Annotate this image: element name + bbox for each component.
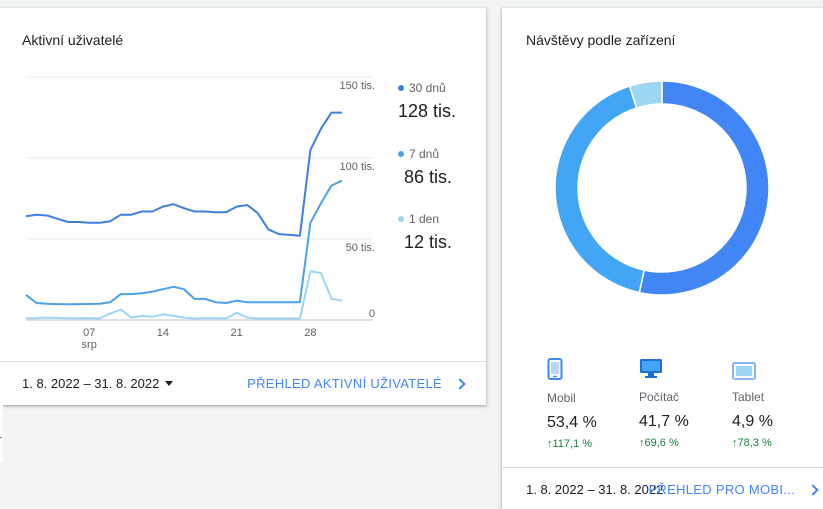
active-users-title: Aktivní uživatelé [22,32,124,48]
device-desktop-change: ↑69,6 % [639,437,679,449]
caret-down-icon [165,381,174,386]
devices-title: Návštěvy podle zařízení [526,32,676,48]
devices-date-range-label: 1. 8. 2022 – 31. 8. 2022 [526,482,664,497]
series-line-2 [25,270,343,320]
device-mobile-value: 53,4 % [547,414,597,431]
legend-value-7: 86 tis. [404,167,453,187]
legend-dot-1 [398,216,404,222]
date-range-dropdown[interactable]: 1. 8. 2022 – 31. 8. 2022 [22,376,174,391]
legend-value-30: 128 tis. [398,101,457,121]
devices-donut-chart [554,80,770,296]
y-tick-label: 100 tis. [340,161,375,173]
device-tablet-change: ↑78,3 % [732,437,772,449]
device-mobile: Mobil 53,4 % ↑117,1 % [547,358,597,450]
legend-30-days: 30 dnů 128 tis. [398,81,456,122]
legend-dot-30 [398,85,404,91]
donut-slice-počítač[interactable] [554,85,646,294]
active-users-report-label: PŘEHLED AKTIVNÍ UŽIVATELÉ [247,376,442,391]
device-mobile-change: ↑117,1 % [547,438,593,450]
date-range-label: 1. 8. 2022 – 31. 8. 2022 [22,376,160,391]
device-tablet: Tablet 4,9 % ↑78,3 % [732,358,773,449]
y-tick-label: 50 tis. [346,242,375,254]
device-mobile-name: Mobil [547,391,576,405]
device-desktop-value: 41,7 % [639,413,689,430]
active-users-report-link[interactable]: PŘEHLED AKTIVNÍ UŽIVATELÉ [247,376,466,391]
donut-slice-tablet[interactable] [628,80,663,109]
x-tick-label: 28 [304,327,316,339]
device-desktop: Počítač 41,7 % ↑69,6 % [639,358,689,449]
active-users-card: Aktivní uživatelé 0 50 tis. 100 tis. 150 ti… [0,8,486,405]
device-tablet-name: Tablet [732,390,765,404]
left-edge-fragment [0,405,3,462]
chevron-right-icon [454,377,466,390]
legend-label-30: 30 dnů [409,81,446,95]
donut-slice-mobil[interactable] [638,80,770,296]
series-line-0 [25,111,342,237]
x-tick-label: 07 [83,327,95,339]
legend-dot-7 [398,151,404,157]
desktop-icon [640,359,662,378]
devices-footer: 1. 8. 2022 – 31. 8. 2022 PŘEHLED PRO MOB… [502,467,823,509]
chevron-right-icon [807,483,819,496]
devices-card: Návštěvy podle zařízení Mobil 53,4 % ↑11… [502,8,823,509]
device-tablet-value: 4,9 % [732,413,773,430]
legend-1-day: 1 den 12 tis. [398,212,452,253]
devices-report-label: PŘEHLED PRO MOBI... [648,482,795,497]
x-tick-label: 21 [231,327,243,339]
active-users-line-chart: 0 50 tis. 100 tis. 150 tis. 07 14 21 28 srp [25,76,375,351]
legend-value-1: 12 tis. [404,232,453,252]
x-month-label: srp [82,339,97,351]
y-tick-label: 150 tis. [340,80,375,92]
y-tick-label: 0 [369,308,375,320]
active-users-footer: 1. 8. 2022 – 31. 8. 2022 PŘEHLED AKTIVNÍ… [0,361,486,405]
smartphone-icon [547,358,563,380]
legend-label-7: 7 dnů [409,147,440,161]
x-tick-label: 14 [157,327,169,339]
devices-date-range[interactable]: 1. 8. 2022 – 31. 8. 2022 [526,482,663,497]
legend-label-1: 1 den [409,212,440,226]
tablet-icon [732,362,756,380]
series-line-1 [25,179,343,306]
devices-report-link[interactable]: PŘEHLED PRO MOBI... [648,482,819,497]
legend-7-days: 7 dnů 86 tis. [398,147,452,188]
device-desktop-name: Počítač [639,390,680,404]
